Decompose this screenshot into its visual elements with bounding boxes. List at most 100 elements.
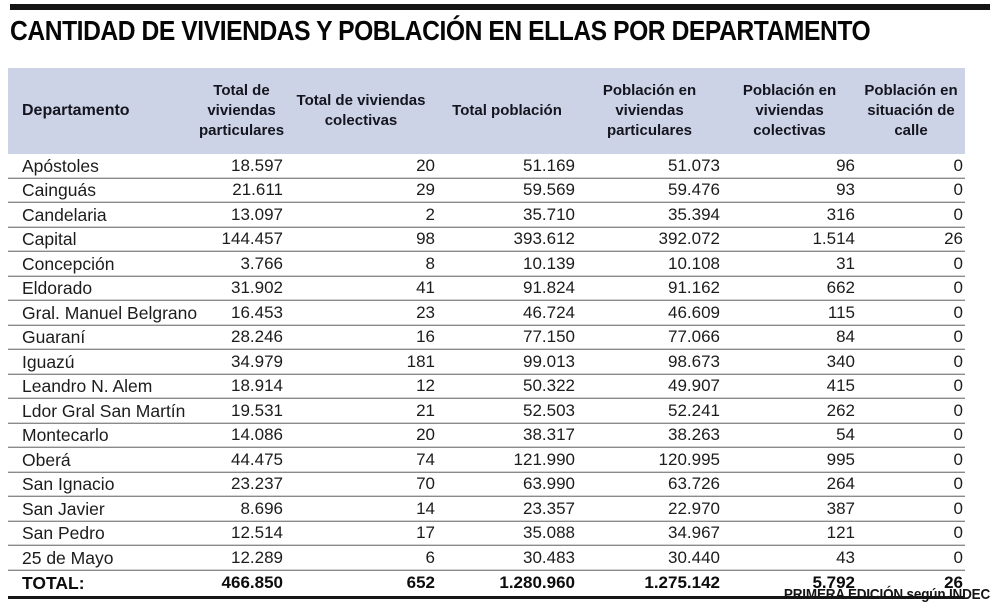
value-cell: 77.150 [437, 325, 577, 350]
table-row: Ldor Gral San Martín 19.531 21 52.503 52.241… [8, 399, 965, 424]
value-cell: 51.073 [577, 154, 722, 179]
value-cell: 20 [285, 423, 437, 448]
column-header-total-poblacion: Total población [437, 68, 577, 154]
total-value-cell: 466.850 [198, 571, 285, 599]
column-header-total-viviendas-particulares: Total de viviendas particulares [198, 68, 285, 154]
value-cell: 415 [722, 374, 857, 399]
value-cell: 93 [722, 178, 857, 203]
value-cell: 46.609 [577, 301, 722, 326]
value-cell: 316 [722, 203, 857, 228]
table-row: Eldorado 31.902 41 91.824 91.162 662 0 [8, 276, 965, 301]
value-cell: 0 [857, 374, 965, 399]
value-cell: 21.611 [198, 178, 285, 203]
value-cell: 16 [285, 325, 437, 350]
department-cell: Guaraní [8, 325, 198, 350]
table-footer: TOTAL: 466.850 652 1.280.960 1.275.142 5… [8, 571, 965, 599]
column-header-poblacion-viviendas-colectivas: Población en viviendas colectivas [722, 68, 857, 154]
value-cell: 393.612 [437, 227, 577, 252]
value-cell: 31 [722, 252, 857, 277]
table-row: Iguazú 34.979 181 99.013 98.673 340 0 [8, 350, 965, 375]
value-cell: 13.097 [198, 203, 285, 228]
department-cell: Capital [8, 227, 198, 252]
value-cell: 662 [722, 276, 857, 301]
value-cell: 14 [285, 497, 437, 522]
value-cell: 41 [285, 276, 437, 301]
total-label-cell: TOTAL: [8, 571, 198, 599]
value-cell: 26 [857, 227, 965, 252]
value-cell: 34.979 [198, 350, 285, 375]
value-cell: 98 [285, 227, 437, 252]
department-cell: Leandro N. Alem [8, 374, 198, 399]
value-cell: 23 [285, 301, 437, 326]
value-cell: 23.237 [198, 472, 285, 497]
value-cell: 91.162 [577, 276, 722, 301]
department-cell: San Ignacio [8, 472, 198, 497]
value-cell: 120.995 [577, 448, 722, 473]
value-cell: 12.289 [198, 546, 285, 571]
value-cell: 23.357 [437, 497, 577, 522]
value-cell: 46.724 [437, 301, 577, 326]
value-cell: 51.169 [437, 154, 577, 179]
table-row: Apóstoles 18.597 20 51.169 51.073 96 0 [8, 154, 965, 179]
value-cell: 44.475 [198, 448, 285, 473]
value-cell: 21 [285, 399, 437, 424]
source-note: PRIMERA EDICIÓN según INDEC [783, 586, 990, 603]
value-cell: 392.072 [577, 227, 722, 252]
value-cell: 264 [722, 472, 857, 497]
value-cell: 0 [857, 301, 965, 326]
department-cell: Oberá [8, 448, 198, 473]
value-cell: 115 [722, 301, 857, 326]
value-cell: 0 [857, 178, 965, 203]
value-cell: 17 [285, 521, 437, 546]
value-cell: 74 [285, 448, 437, 473]
value-cell: 0 [857, 399, 965, 424]
value-cell: 30.440 [577, 546, 722, 571]
department-cell: Gral. Manuel Belgrano [8, 301, 198, 326]
value-cell: 38.317 [437, 423, 577, 448]
value-cell: 10.139 [437, 252, 577, 277]
value-cell: 59.569 [437, 178, 577, 203]
value-cell: 12 [285, 374, 437, 399]
value-cell: 59.476 [577, 178, 722, 203]
department-cell: Iguazú [8, 350, 198, 375]
value-cell: 20 [285, 154, 437, 179]
value-cell: 34.967 [577, 521, 722, 546]
value-cell: 0 [857, 448, 965, 473]
value-cell: 30.483 [437, 546, 577, 571]
top-rule-bar [10, 4, 990, 10]
value-cell: 10.108 [577, 252, 722, 277]
value-cell: 43 [722, 546, 857, 571]
table-row: Candelaria 13.097 2 35.710 35.394 316 0 [8, 203, 965, 228]
value-cell: 18.914 [198, 374, 285, 399]
table-row: Leandro N. Alem 18.914 12 50.322 49.907 415 0 [8, 374, 965, 399]
value-cell: 0 [857, 252, 965, 277]
value-cell: 54 [722, 423, 857, 448]
value-cell: 181 [285, 350, 437, 375]
table-row: Concepción 3.766 8 10.139 10.108 31 0 [8, 252, 965, 277]
table-row: San Pedro 12.514 17 35.088 34.967 121 0 [8, 521, 965, 546]
table-row: Cainguás 21.611 29 59.569 59.476 93 0 [8, 178, 965, 203]
value-cell: 19.531 [198, 399, 285, 424]
value-cell: 995 [722, 448, 857, 473]
value-cell: 0 [857, 325, 965, 350]
header-row: Departamento Total de viviendas particul… [8, 68, 965, 154]
table-row: Guaraní 28.246 16 77.150 77.066 84 0 [8, 325, 965, 350]
value-cell: 0 [857, 497, 965, 522]
value-cell: 14.086 [198, 423, 285, 448]
total-value-cell: 26 [857, 571, 965, 599]
value-cell: 52.241 [577, 399, 722, 424]
department-cell: San Javier [8, 497, 198, 522]
department-cell: 25 de Mayo [8, 546, 198, 571]
value-cell: 12.514 [198, 521, 285, 546]
table-row: Capital 144.457 98 393.612 392.072 1.514 26 [8, 227, 965, 252]
value-cell: 0 [857, 203, 965, 228]
value-cell: 35.394 [577, 203, 722, 228]
value-cell: 84 [722, 325, 857, 350]
value-cell: 0 [857, 154, 965, 179]
table-row: Oberá 44.475 74 121.990 120.995 995 0 [8, 448, 965, 473]
value-cell: 3.766 [198, 252, 285, 277]
value-cell: 50.322 [437, 374, 577, 399]
column-header-departamento: Departamento [8, 68, 198, 154]
page-title: CANTIDAD DE VIVIENDAS Y POBLACIÓN EN ELL… [10, 15, 871, 46]
value-cell: 0 [857, 423, 965, 448]
